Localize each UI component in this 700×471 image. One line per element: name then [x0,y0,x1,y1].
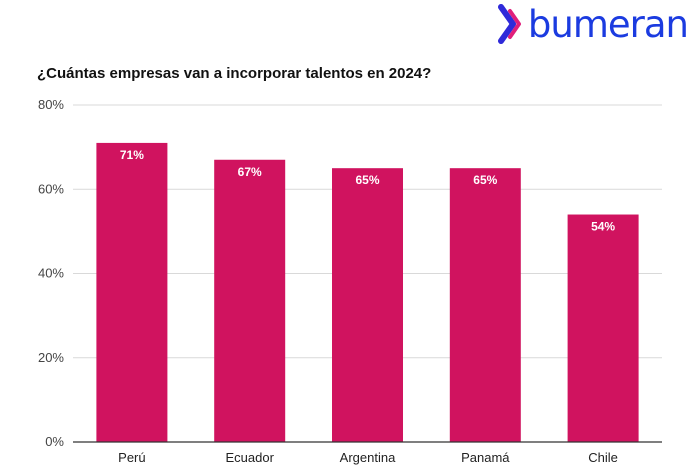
bar [332,168,403,442]
brand-name: bumeran [527,2,689,46]
category-label: Ecuador [225,450,274,465]
y-tick-label: 0% [45,434,64,449]
category-label: Chile [588,450,618,465]
chart-title: ¿Cuántas empresas van a incorporar talen… [37,65,432,82]
bars [96,142,639,442]
data-label: 54% [591,220,615,234]
category-label: Panamá [461,450,510,465]
bar [96,142,168,442]
bar [449,168,521,442]
bar [214,159,286,442]
data-labels: 71% 67% 65% 65% 54% [120,148,616,234]
data-label: 67% [238,165,262,179]
y-tick-label: 20% [38,350,64,365]
x-axis-categories: Perú Ecuador Argentina Panamá Chile [118,450,618,465]
y-tick-label: 80% [38,97,64,112]
data-label: 65% [473,173,497,187]
bumeran-logo-icon [497,4,521,44]
y-tick-label: 60% [38,181,64,196]
bar [567,214,639,442]
category-label: Perú [118,450,145,465]
brand-logo: bumeran [497,2,689,46]
y-tick-label: 40% [38,266,64,281]
category-label: Argentina [340,450,396,465]
data-label: 65% [355,173,379,187]
y-axis-ticks: 0% 20% 40% 60% 80% [38,97,64,449]
data-label: 71% [120,148,144,162]
